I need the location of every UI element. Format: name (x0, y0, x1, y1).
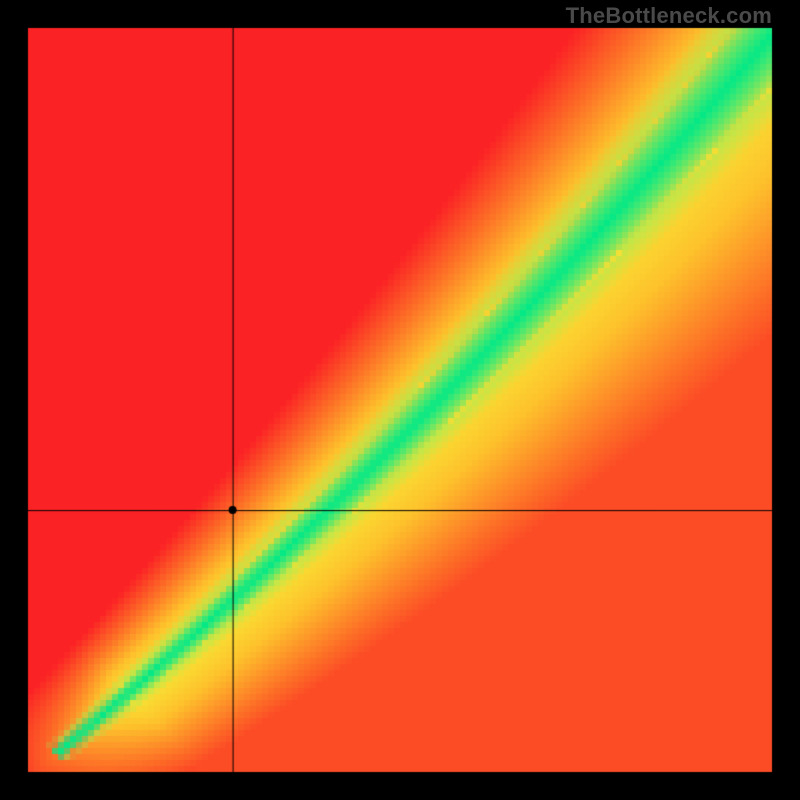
chart-frame: TheBottleneck.com (0, 0, 800, 800)
bottleneck-heatmap (0, 0, 800, 800)
watermark-text: TheBottleneck.com (566, 3, 772, 29)
